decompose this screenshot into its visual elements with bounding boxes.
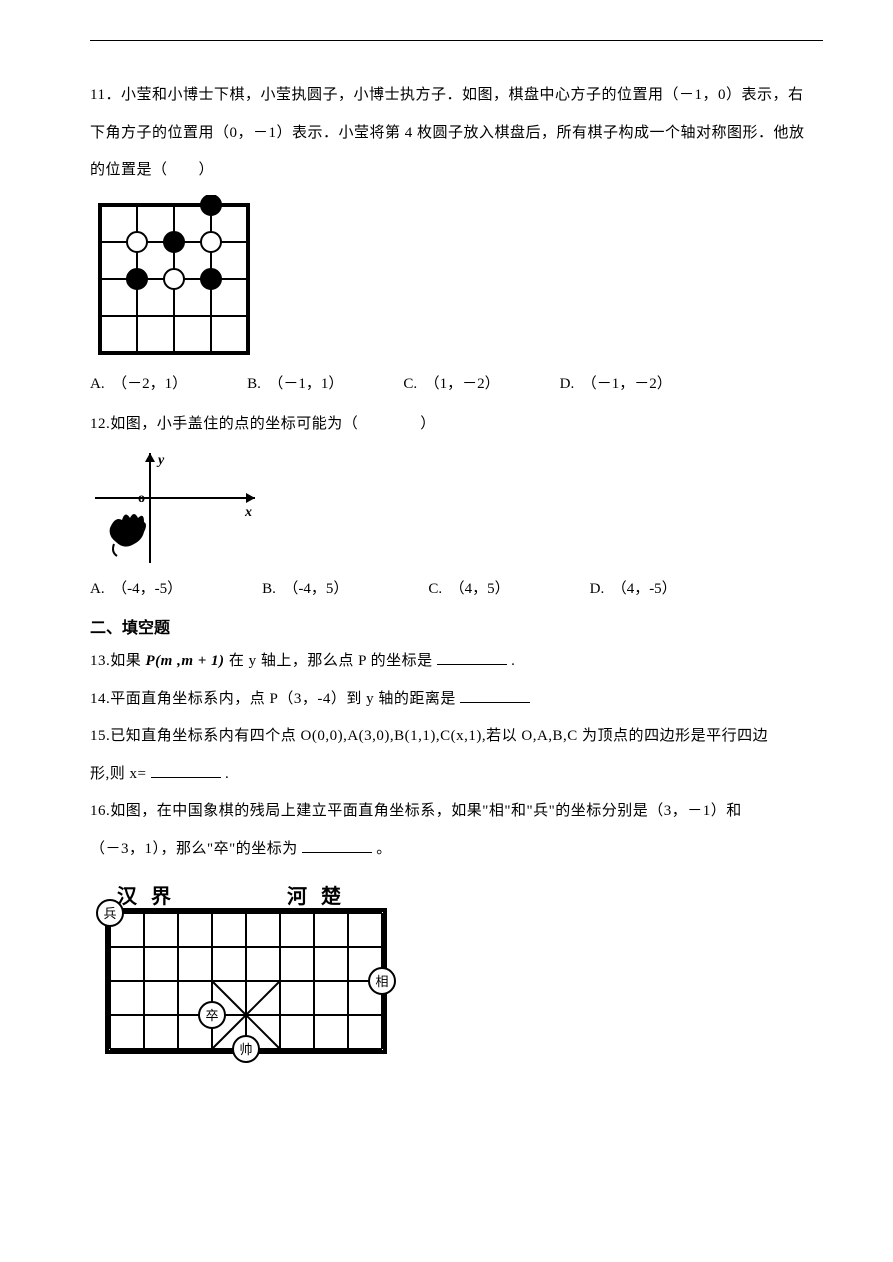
q16-board-figure: 汉界河楚兵相卒帅: [90, 873, 823, 1073]
q13-post: 在 y 轴上，那么点 P 的坐标是: [229, 653, 433, 669]
q15-line2: 形,则 x= .: [90, 759, 823, 791]
q12-option-a[interactable]: A. （-4，-5）: [90, 574, 182, 604]
q11-board-figure: [90, 195, 823, 363]
q12-option-b[interactable]: B. （-4，5）: [262, 574, 348, 604]
q13-formula: P(m ,m + 1): [146, 653, 225, 669]
svg-text:河: 河: [287, 885, 307, 908]
q14-text: 14.平面直角坐标系内，点 P（3，-4）到 y 轴的距离是: [90, 691, 460, 707]
q12-option-d[interactable]: D. （4，-5）: [590, 574, 677, 604]
q12-axes-figure: o x y: [90, 448, 823, 568]
q11-line3: 的位置是（ ）: [90, 155, 823, 187]
q14-blank[interactable]: [460, 687, 530, 703]
q11-option-d[interactable]: D. （－1，－2）: [560, 369, 672, 399]
q11-line2: 下角方子的位置用（0，－1）表示．小莹将第 4 枚圆子放入棋盘后，所有棋子构成一…: [90, 118, 823, 150]
q16-line2: （－3，1），那么"卒"的坐标为 。: [90, 834, 823, 866]
svg-text:楚: 楚: [321, 884, 341, 908]
svg-text:帅: 帅: [239, 1042, 252, 1057]
svg-text:y: y: [156, 453, 165, 468]
q12-text: 12.如图，小手盖住的点的坐标可能为（ ）: [90, 409, 823, 441]
section-2-heading: 二、填空题: [90, 614, 823, 638]
svg-text:卒: 卒: [205, 1008, 218, 1023]
q16-end: 。: [376, 841, 392, 857]
svg-text:界: 界: [151, 885, 171, 908]
q11-board-svg: [90, 195, 258, 363]
q14-line: 14.平面直角坐标系内，点 P（3，-4）到 y 轴的距离是: [90, 684, 823, 716]
q12-option-c[interactable]: C. （4，5）: [428, 574, 509, 604]
svg-text:兵: 兵: [103, 906, 116, 921]
svg-text:o: o: [138, 491, 145, 506]
q16-line1: 16.如图，在中国象棋的残局上建立平面直角坐标系，如果"相"和"兵"的坐标分别是…: [90, 796, 823, 828]
q13-pre: 13.如果: [90, 653, 146, 669]
q12-axes-svg: o x y: [90, 448, 260, 568]
q16-board-svg: 汉界河楚兵相卒帅: [90, 873, 410, 1073]
q15-line1: 15.已知直角坐标系内有四个点 O(0,0),A(3,0),B(1,1),C(x…: [90, 721, 823, 753]
q13-line: 13.如果 P(m ,m + 1) 在 y 轴上，那么点 P 的坐标是 .: [90, 646, 823, 678]
q11-option-b[interactable]: B. （－1，1）: [247, 369, 343, 399]
q11-options: A. （－2，1） B. （－1，1） C. （1，－2） D. （－1，－2）: [90, 369, 823, 399]
q13-end: .: [511, 653, 515, 669]
page-top-rule: [90, 40, 823, 41]
svg-text:相: 相: [375, 974, 388, 989]
svg-text:x: x: [244, 505, 252, 520]
q15-text2: 形,则 x=: [90, 766, 146, 782]
q11-option-c[interactable]: C. （1，－2）: [403, 369, 499, 399]
q11-option-a[interactable]: A. （－2，1）: [90, 369, 187, 399]
q13-blank[interactable]: [437, 649, 507, 665]
q16-text2: （－3，1），那么"卒"的坐标为: [90, 841, 298, 857]
q15-end: .: [225, 766, 229, 782]
q16-blank[interactable]: [302, 837, 372, 853]
q12-options: A. （-4，-5） B. （-4，5） C. （4，5） D. （4，-5）: [90, 574, 823, 604]
q15-blank[interactable]: [151, 762, 221, 778]
q11-line1: 11．小莹和小博士下棋，小莹执圆子，小博士执方子．如图，棋盘中心方子的位置用（－…: [90, 80, 823, 112]
